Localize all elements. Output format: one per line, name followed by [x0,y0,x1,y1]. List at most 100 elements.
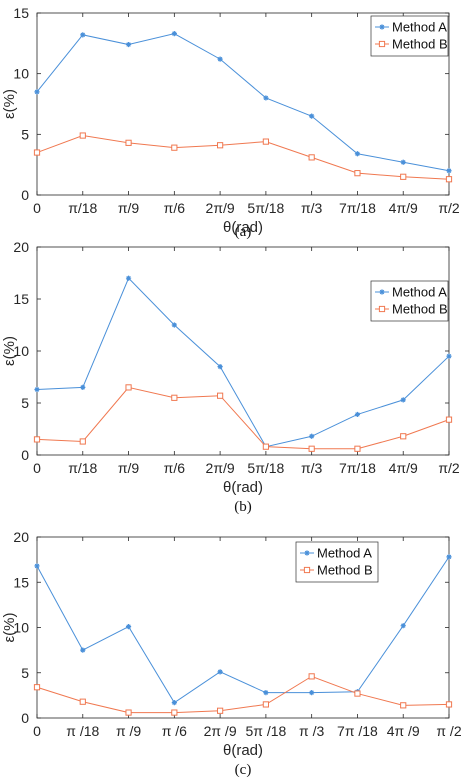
data-point [308,154,315,161]
data-point [400,159,406,165]
legend-label: Method A [392,20,447,35]
x-tick-label: 0 [33,723,41,739]
data-point [80,647,86,653]
y-tick-label: 5 [21,395,29,411]
x-tick-label: π/2 [438,460,460,476]
legend-label: Method B [317,563,373,578]
data-point [125,41,132,48]
panel-label: (c) [235,762,252,778]
data-point [400,702,407,709]
data-point [400,173,407,180]
legend-label: Method B [392,302,448,317]
y-axis-title: ε(%) [1,89,18,119]
x-axis-title: θ(rad) [223,742,263,759]
legend-label: Method B [392,37,448,52]
panel-label: (a) [235,224,252,240]
x-tick-label: π /9 [116,723,141,739]
x-tick-label: π/9 [118,460,140,476]
y-axis-title: ε(%) [1,612,18,642]
series-line [36,33,450,172]
data-point [79,438,86,445]
data-point [33,149,41,156]
chart-panel-b: 0 5 10 15 20 0 π/18 π/9 π/6 2π/9 5π/18 π/3 7π/18 4π/9… [1,240,460,515]
data-point [125,709,132,716]
series-line [36,386,450,450]
data-point [171,709,178,716]
data-point [217,392,224,399]
data-point [400,433,407,440]
data-point [262,138,269,145]
data-point [354,690,361,697]
series-method-b [33,384,453,452]
x-tick-label: 5π /18 [245,723,286,739]
x-tick-label: π/2 [438,200,460,216]
y-tick-label: 10 [13,620,29,636]
series-line [36,556,450,704]
legend-box [295,541,379,583]
data-point [34,89,40,95]
series-method-b [33,132,453,183]
data-point [400,397,406,403]
series-method-a [34,31,452,174]
data-point [217,669,223,675]
data-point [308,673,315,680]
legend-marker [379,289,385,295]
series-line [36,135,450,180]
series-line [36,277,450,448]
data-point [34,563,40,569]
data-point [125,139,132,146]
data-point [446,353,452,359]
x-tick-label: 4π/9 [389,460,418,476]
y-tick-label: 10 [13,66,29,82]
x-tick-label: 4π/9 [389,200,418,216]
data-point [217,142,224,149]
x-tick-label: 4π /9 [387,723,420,739]
data-point [171,700,177,706]
series-line [36,675,450,714]
data-point [125,275,132,281]
x-axis-title: θ(rad) [223,219,263,236]
series-method-b [33,673,453,716]
data-point [79,132,86,139]
x-tick-label: 2π/9 [206,200,235,216]
legend-box [370,15,449,57]
legend: Method A Method B [295,541,379,583]
data-point [171,322,177,328]
data-point [34,386,40,393]
legend-marker [379,24,385,30]
data-point [354,151,361,157]
y-tick-label: 15 [13,291,29,307]
data-point [33,684,41,691]
x-tick-label: π/3 [301,200,323,216]
legend-marker [378,40,386,48]
data-point [171,144,178,151]
x-tick-label: 2π/9 [206,460,235,476]
y-tick-label: 10 [13,343,29,359]
data-point [309,113,315,119]
data-point [80,384,86,390]
x-tick-label: π /2 [436,723,461,739]
data-point [171,31,177,37]
data-point [446,554,452,560]
data-point [125,384,132,391]
data-point [354,411,361,418]
data-point [217,364,223,370]
x-tick-label: π/6 [164,460,186,476]
legend: Method A Method B [370,280,449,322]
data-point [33,436,41,443]
data-point [309,690,315,696]
x-tick-label: 0 [33,460,41,476]
chart-panel-c: 0 5 10 15 20 0 π /18 π /9 π /6 2π /9 5π /18 π /3 7π … [1,529,462,778]
x-tick-label: π /18 [66,723,99,739]
data-point [171,394,178,401]
y-tick-label: 0 [21,447,29,463]
x-tick-label: 5π/18 [247,460,284,476]
legend-marker [303,566,311,574]
plot-frame [36,246,450,456]
data-point [354,170,361,177]
x-tick-label: π/3 [301,460,323,476]
x-tick-label: 0 [33,200,41,216]
panel-label: (b) [234,499,252,515]
data-point [445,416,453,423]
data-point [308,445,315,452]
